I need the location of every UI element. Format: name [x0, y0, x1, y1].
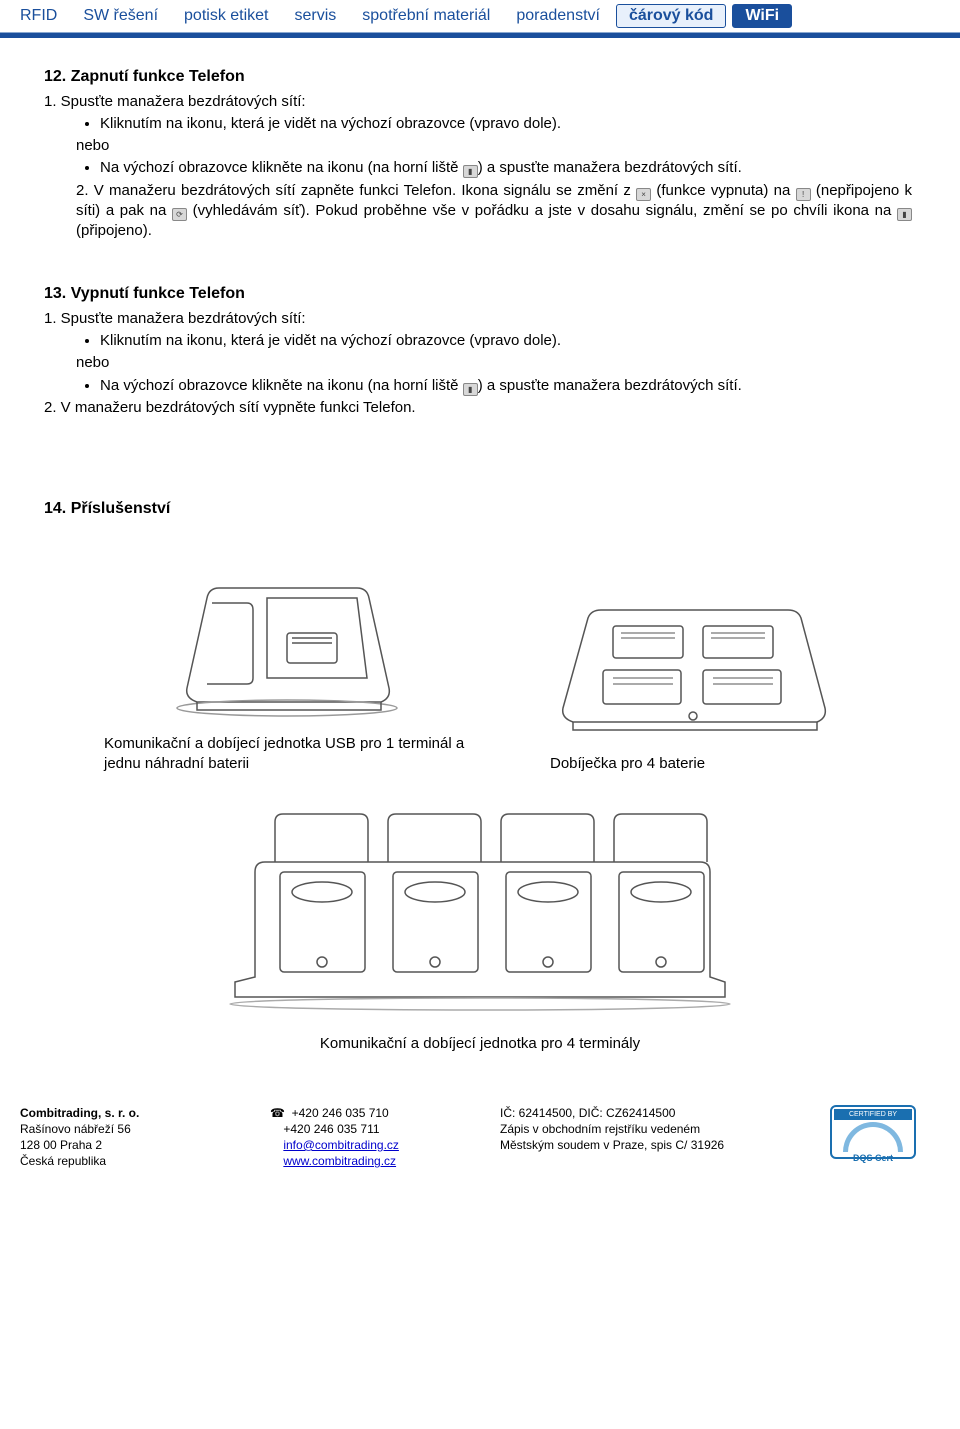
footer-company: Combitrading, s. r. o.: [20, 1106, 139, 1120]
accessory-2-caption: Dobíječka pro 4 baterie: [510, 754, 876, 774]
footer-addr1: Rašínovo nábřeží 56: [20, 1122, 131, 1136]
cradle-single-icon: [157, 538, 417, 728]
signal-bar-icon-2: ▮: [463, 383, 478, 396]
s13-step1: 1. Spusťte manažera bezdrátových sítí:: [44, 309, 916, 329]
top-nav: RFID SW řešení potisk etiket servis spot…: [0, 0, 960, 30]
accessory-row-2: Komunikační a dobíjecí jednotka pro 4 te…: [44, 792, 916, 1054]
accessory-row-1: Komunikační a dobíjecí jednotka USB pro …: [44, 538, 916, 775]
s13-nebo: nebo: [44, 353, 916, 373]
signal-off-icon: ×: [636, 188, 651, 201]
footer-phone1: +420 246 035 710: [292, 1106, 389, 1120]
footer-ic: IČ: 62414500, DIČ: CZ62414500: [500, 1106, 675, 1120]
footer-contact: ☎ +420 246 035 710 +420 246 035 711 info…: [270, 1105, 500, 1170]
s12-bullet1: Kliknutím na ikonu, která je vidět na vý…: [100, 114, 916, 134]
section-12-title: 12. Zapnutí funkce Telefon: [44, 66, 916, 88]
s12-2a: 2. V manažeru bezdrátových sítí zapněte …: [76, 182, 636, 199]
s13-b2a: Na výchozí obrazovce klikněte na ikonu (…: [100, 377, 463, 394]
footer-addr2: 128 00 Praha 2: [20, 1138, 102, 1152]
nav-spotrebni[interactable]: spotřební materiál: [352, 4, 500, 28]
accessory-1: Komunikační a dobíjecí jednotka USB pro …: [104, 538, 470, 775]
footer-phone2: +420 246 035 711: [283, 1122, 379, 1136]
s12-2d: (vyhledávám síť). Pokud proběhne vše v p…: [187, 202, 897, 219]
nav-poradenstvi[interactable]: poradenství: [506, 4, 610, 28]
s12-2b: (funkce vypnuta) na: [651, 182, 795, 199]
footer-legal: IČ: 62414500, DIČ: CZ62414500 Zápis v ob…: [500, 1105, 830, 1154]
s12-b2b: ) a spusťte manažera bezdrátových sítí.: [478, 159, 742, 176]
cert-top-label: CERTIFIED BY: [834, 1109, 912, 1120]
accessory-3-caption: Komunikační a dobíjecí jednotka pro 4 te…: [44, 1034, 916, 1054]
cert-logo: CERTIFIED BY DQS Cert: [830, 1105, 916, 1159]
nav-rfid[interactable]: RFID: [10, 4, 67, 28]
s13-bullet2: Na výchozí obrazovce klikněte na ikonu (…: [100, 376, 916, 396]
footer-web-link[interactable]: www.combitrading.cz: [283, 1154, 396, 1168]
s13-bullet1: Kliknutím na ikonu, která je vidět na vý…: [100, 331, 916, 351]
accessory-2: Dobíječka pro 4 baterie: [510, 578, 876, 774]
nav-sw-reseni[interactable]: SW řešení: [73, 4, 168, 28]
signal-searching-icon: ⟳: [172, 208, 187, 221]
s13-b2b: ) a spusťte manažera bezdrátových sítí.: [478, 377, 742, 394]
footer-address: Combitrading, s. r. o. Rašínovo nábřeží …: [20, 1105, 270, 1170]
s12-bullet2: Na výchozí obrazovce klikněte na ikonu (…: [100, 158, 916, 178]
cert-name: DQS Cert: [834, 1152, 912, 1164]
s12-nebo: nebo: [44, 136, 916, 156]
section-14-title: 14. Příslušenství: [44, 498, 916, 520]
footer-reg2: Městským soudem v Praze, spis C/ 31926: [500, 1138, 724, 1152]
nav-carovy-kod[interactable]: čárový kód: [616, 4, 726, 28]
page-footer: Combitrading, s. r. o. Rašínovo nábřeží …: [0, 1075, 960, 1182]
signal-bar-icon: ▮: [463, 165, 478, 178]
s13-step2: 2. V manažeru bezdrátových sítí vypněte …: [44, 398, 916, 418]
nav-wifi[interactable]: WiFi: [732, 4, 792, 28]
nav-servis[interactable]: servis: [285, 4, 347, 28]
s12-step2: 2. V manažeru bezdrátových sítí zapněte …: [44, 181, 916, 242]
page-content: 12. Zapnutí funkce Telefon 1. Spusťte ma…: [0, 38, 960, 1075]
phone-icon: ☎: [270, 1106, 285, 1120]
signal-connected-icon: ▮: [897, 208, 912, 221]
accessory-1-caption: Komunikační a dobíjecí jednotka USB pro …: [104, 734, 470, 775]
footer-addr3: Česká republika: [20, 1154, 106, 1168]
charger-4bat-icon: [543, 578, 843, 748]
footer-reg1: Zápis v obchodním rejstříku vedeném: [500, 1122, 700, 1136]
s12-2e: (připojeno).: [76, 222, 152, 239]
cradle-4slot-icon: [220, 792, 740, 1022]
signal-disconnected-icon: !: [796, 188, 811, 201]
section-13-title: 13. Vypnutí funkce Telefon: [44, 283, 916, 305]
nav-potisk[interactable]: potisk etiket: [174, 4, 278, 28]
s12-step1: 1. Spusťte manažera bezdrátových sítí:: [44, 92, 916, 112]
footer-email-link[interactable]: info@combitrading.cz: [283, 1138, 399, 1152]
s12-b2a: Na výchozí obrazovce klikněte na ikonu (…: [100, 159, 463, 176]
cert-arc-icon: [843, 1122, 903, 1152]
